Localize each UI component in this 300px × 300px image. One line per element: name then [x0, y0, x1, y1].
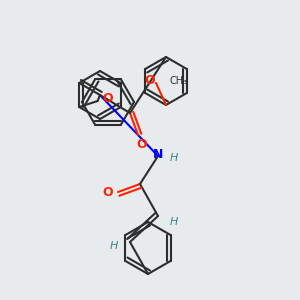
- Text: O: O: [102, 92, 113, 106]
- Text: O: O: [145, 74, 155, 88]
- Text: N: N: [153, 148, 163, 160]
- Text: H: H: [170, 217, 178, 227]
- Text: H: H: [110, 241, 118, 251]
- Text: CH₃: CH₃: [170, 76, 188, 86]
- Text: O: O: [103, 185, 113, 199]
- Text: O: O: [137, 139, 147, 152]
- Text: H: H: [170, 153, 178, 163]
